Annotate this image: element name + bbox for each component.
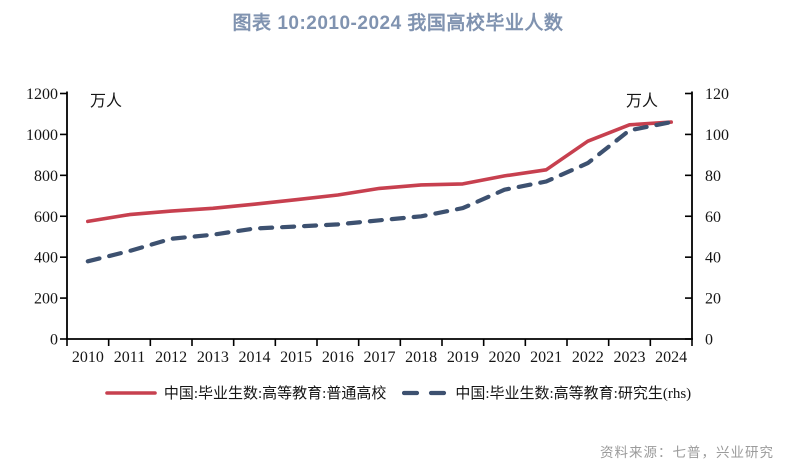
right-axis-tick-label: 100 <box>705 127 729 144</box>
right-axis-tick-label: 0 <box>705 332 713 349</box>
left-axis-unit-label: 万人 <box>90 92 122 110</box>
legend-item-postgraduates: 中国:毕业生数:高等教育:研究生(rhs) <box>402 382 691 403</box>
legend-label-regular-colleges: 中国:毕业生数:高等教育:普通高校 <box>163 386 387 402</box>
chart-svg: 0 200 400 600 800 1000 1200 0 20 40 60 80 100 120 2010… <box>26 86 729 366</box>
right-axis-tick-label: 60 <box>705 209 721 226</box>
x-axis-tick-label: 2013 <box>197 349 229 366</box>
solid-line-swatch-icon <box>105 390 157 395</box>
x-axis-tick-label: 2021 <box>530 349 562 366</box>
dashed-line-swatch-icon <box>402 390 449 395</box>
x-axis-tick-label: 2019 <box>447 349 479 366</box>
x-axis-tick-label: 2023 <box>614 349 646 366</box>
left-axis-tick-label: 200 <box>34 291 58 308</box>
x-axis-tick-label: 2022 <box>572 349 604 366</box>
right-axis-tick-label: 80 <box>705 168 721 185</box>
series-line-1 <box>85 119 674 264</box>
chart-legend: 中国:毕业生数:高等教育:普通高校 中国:毕业生数:高等教育:研究生(rhs) <box>0 382 796 403</box>
x-axis-tick-label: 2024 <box>655 349 687 366</box>
right-axis-tick-label: 20 <box>705 291 721 308</box>
right-axis-tick-label: 120 <box>705 86 729 103</box>
x-axis-tick-label: 2018 <box>405 349 437 366</box>
x-axis-tick-label: 2016 <box>322 349 354 366</box>
x-axis-tick-label: 2015 <box>280 349 312 366</box>
left-axis-tick-label: 600 <box>34 209 58 226</box>
x-axis-tick-label: 2017 <box>364 349 396 366</box>
left-axis-tick-label: 400 <box>34 250 58 267</box>
series-line-0 <box>86 120 674 224</box>
left-axis-tick-label: 1200 <box>26 86 58 103</box>
right-axis-tick-label: 40 <box>705 250 721 267</box>
legend-item-regular-colleges: 中国:毕业生数:高等教育:普通高校 <box>105 382 387 403</box>
left-axis-tick-label: 1000 <box>26 127 58 144</box>
left-axis-tick-label: 800 <box>34 168 58 185</box>
x-axis-tick-label: 2020 <box>489 349 521 366</box>
x-axis-tick-label: 2010 <box>72 349 104 366</box>
legend-label-postgraduates: 中国:毕业生数:高等教育:研究生(rhs) <box>455 386 692 402</box>
source-note: 资料来源：七普，兴业研究 <box>600 445 774 460</box>
right-axis-unit-label: 万人 <box>626 92 658 110</box>
chart-title: 图表 10:2010-2024 我国高校毕业人数 <box>232 13 564 34</box>
x-axis-tick-label: 2012 <box>155 349 187 366</box>
left-axis-tick-label: 0 <box>50 332 58 349</box>
x-axis-tick-label: 2011 <box>114 349 145 366</box>
x-axis-tick-label: 2014 <box>239 349 271 366</box>
